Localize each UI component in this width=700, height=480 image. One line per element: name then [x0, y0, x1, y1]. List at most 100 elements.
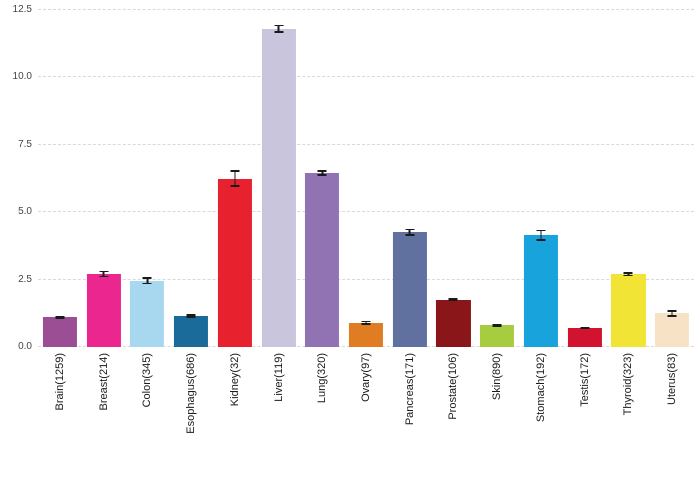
bar-slot [257, 10, 301, 347]
y-axis: 0.0 2.5 5.0 7.5 10.0 12.5 [0, 0, 34, 480]
x-label-slot: Pancreas(171) [388, 353, 432, 480]
error-bar-cap-top [536, 229, 546, 232]
bar [130, 280, 165, 347]
error-bar-cap-top [317, 170, 327, 172]
error-bar [492, 324, 502, 327]
error-bar-stem [627, 272, 630, 277]
error-bar-cap-bottom [274, 31, 284, 33]
error-bar-cap-top [230, 170, 240, 172]
y-tick-label: 7.5 [18, 138, 32, 150]
error-bar-cap-bottom [317, 174, 327, 176]
error-bar-cap-top [448, 298, 458, 300]
error-bar-cap-top [142, 277, 152, 279]
x-axis-label: Stomach(192) [534, 353, 547, 423]
gridline [38, 143, 694, 145]
error-bar-stem [277, 24, 280, 33]
error-bar-cap-bottom [99, 275, 109, 278]
bar [348, 322, 384, 347]
bar-slot [300, 10, 344, 347]
plot-area [38, 9, 694, 347]
bar-slot [650, 10, 694, 347]
error-bar-stem [102, 270, 105, 278]
error-bar [448, 298, 458, 302]
x-axis-label: Breast(214) [97, 353, 110, 411]
error-bar [186, 314, 196, 318]
x-axis-label: Skin(890) [491, 353, 504, 401]
y-tick-label: 10.0 [12, 71, 32, 83]
x-label-slot: Esophagus(686) [169, 353, 213, 480]
error-bar-stem [234, 170, 236, 187]
error-bar [317, 170, 327, 176]
error-bar-cap-top [55, 315, 65, 318]
error-bar-stem [408, 228, 411, 236]
x-label-slot: Lung(320) [300, 353, 344, 480]
gridline [38, 9, 694, 10]
x-axis-label: Prostate(106) [447, 353, 460, 420]
x-label-slot: Uterus(83) [650, 353, 694, 480]
bar-slot [38, 10, 82, 347]
bar [174, 316, 209, 347]
y-tick-label: 0.0 [18, 341, 32, 352]
x-axis-label: Lung(320) [316, 353, 329, 404]
x-label-slot: Ovary(97) [344, 353, 388, 480]
bar [436, 299, 471, 347]
bar [42, 317, 77, 347]
error-bar [274, 24, 284, 33]
bar [305, 173, 340, 347]
bar [392, 232, 427, 347]
error-bar [99, 270, 109, 278]
bar-slot [388, 10, 432, 347]
x-label-slot: Stomach(192) [519, 353, 563, 480]
error-bar-cap-bottom [667, 315, 677, 317]
error-bar-cap-top [667, 310, 677, 312]
bar-slot [563, 10, 607, 347]
bar-slot [475, 10, 519, 347]
bar-slot [432, 10, 476, 347]
x-label-slot: Skin(890) [475, 353, 519, 480]
error-bar-cap-bottom [230, 185, 240, 187]
bar-slot [519, 10, 563, 347]
x-label-slot: Prostate(106) [432, 353, 476, 480]
bar-slot [213, 10, 257, 347]
error-bar-stem [540, 229, 542, 241]
x-axis-label: Colon(345) [141, 353, 154, 408]
error-bar [142, 277, 152, 285]
x-label-slot: Breast(214) [82, 353, 126, 480]
error-bar-stem [59, 315, 61, 319]
bar [261, 28, 296, 347]
x-label-slot: Colon(345) [125, 353, 169, 480]
bars-container [38, 10, 694, 347]
error-bar [536, 229, 546, 241]
error-bar-cap-bottom [142, 282, 152, 285]
x-label-slot: Liver(119) [257, 353, 301, 480]
error-bar-cap-bottom [186, 316, 196, 318]
x-label-slot: Kidney(32) [213, 353, 257, 480]
error-bar-stem [321, 170, 324, 176]
x-axis-label: Uterus(83) [666, 353, 679, 405]
bar-slot [344, 10, 388, 347]
error-bar-stem [365, 320, 367, 325]
bar-slot [169, 10, 213, 347]
x-axis-label: Liver(119) [272, 353, 285, 402]
gridline [38, 278, 694, 280]
x-label-slot: Brain(1259) [38, 353, 82, 480]
x-axis-labels: Brain(1259) Breast(214) Colon(345) Esophagu… [38, 353, 694, 480]
error-bar [580, 326, 590, 330]
error-bar-cap-bottom [55, 317, 65, 319]
error-bar [667, 310, 677, 317]
bar [480, 325, 515, 347]
y-tick-label: 2.5 [18, 273, 32, 285]
error-bar-cap-top [623, 272, 633, 274]
y-tick-label: 12.5 [12, 4, 32, 15]
error-bar-cap-top [492, 324, 502, 326]
bar [611, 274, 646, 347]
x-label-slot: Testis(172) [563, 353, 607, 480]
x-label-slot: Thyroid(323) [607, 353, 651, 480]
error-bar-cap-top [405, 228, 415, 231]
error-bar [361, 320, 371, 325]
bar [217, 178, 252, 347]
error-bar-cap-bottom [448, 299, 458, 302]
error-bar-cap-top [361, 320, 371, 323]
error-bar-cap-bottom [580, 327, 590, 330]
